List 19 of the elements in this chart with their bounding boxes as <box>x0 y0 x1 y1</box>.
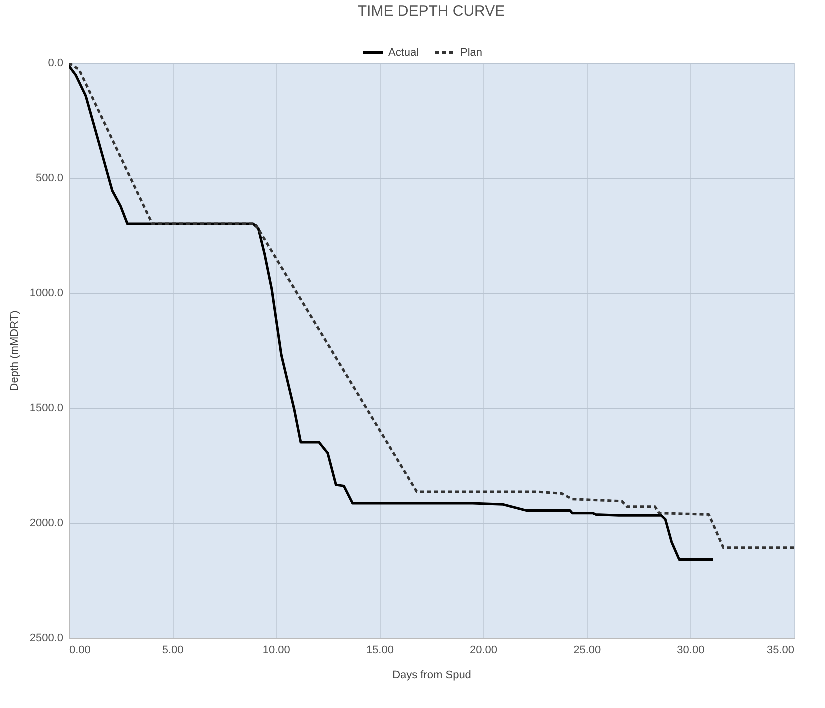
x-tick-label: 0.00 <box>70 644 91 656</box>
y-tick-label: 2500.0 <box>30 632 64 644</box>
y-tick-label: 0.0 <box>48 58 64 70</box>
legend-label: Plan <box>460 46 483 59</box>
x-tick-label: 35.00 <box>766 644 794 656</box>
x-tick-label: 25.00 <box>574 644 602 656</box>
y-axis-title: Depth (mMDRT) <box>8 310 21 392</box>
x-tick-label: 30.00 <box>677 644 705 656</box>
x-tick-label: 15.00 <box>366 644 394 656</box>
y-tick-label: 1500.0 <box>30 402 64 414</box>
y-tick-label: 2000.0 <box>30 518 64 530</box>
legend-label: Actual <box>388 46 420 59</box>
x-tick-label: 10.00 <box>262 644 290 656</box>
chart-title: TIME DEPTH CURVE <box>358 3 506 20</box>
x-tick-label: 20.00 <box>470 644 498 656</box>
y-tick-label: 500.0 <box>36 172 64 184</box>
x-axis-title: Days from Spud <box>392 670 472 682</box>
y-tick-label: 1000.0 <box>30 288 64 300</box>
x-tick-label: 5.00 <box>162 644 184 656</box>
